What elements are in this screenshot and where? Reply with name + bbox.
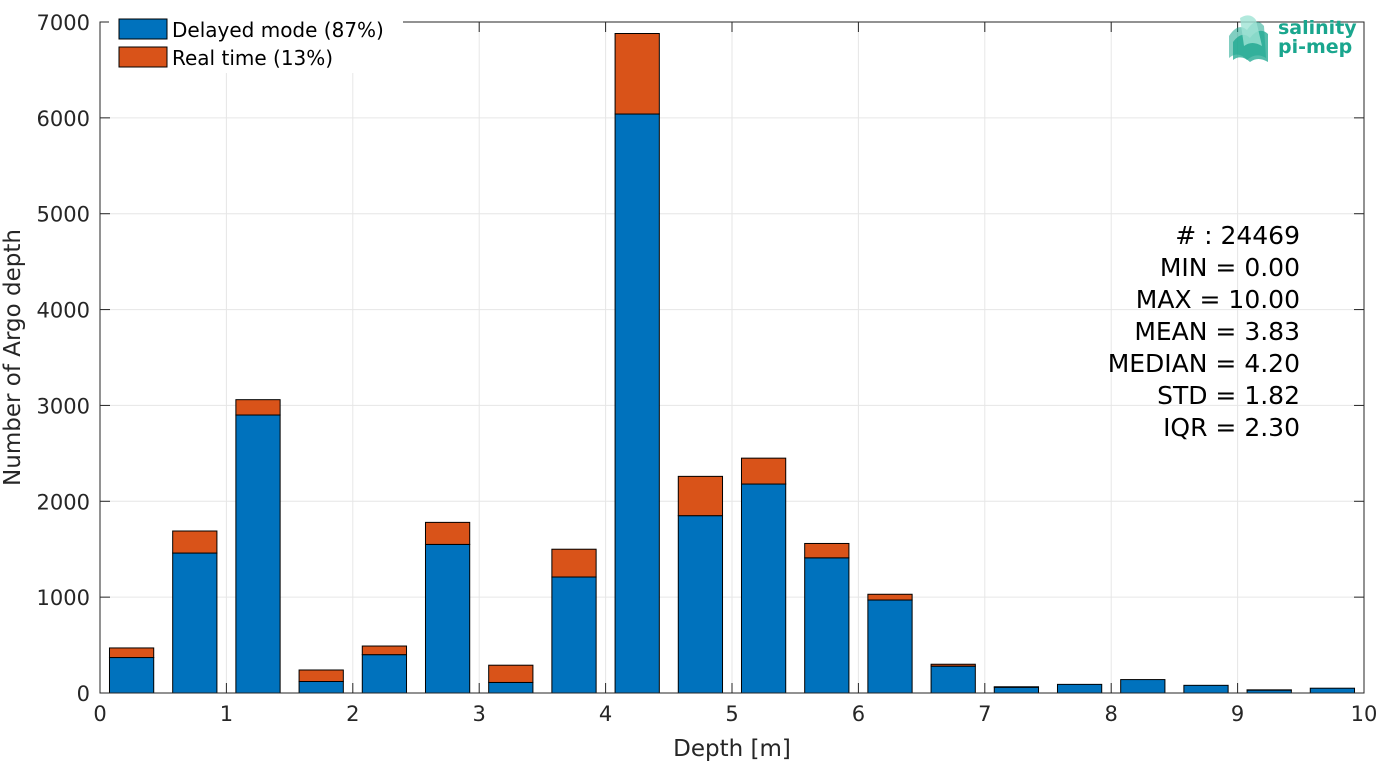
y-tick-label: 1000	[37, 586, 90, 610]
bar-delayed-mode	[993, 686, 1040, 694]
x-tick-label: 8	[1105, 702, 1118, 726]
stats-line: # : 24469	[1175, 221, 1300, 250]
bar-delayed-mode	[804, 557, 850, 694]
x-tick-label: 2	[346, 702, 359, 726]
bar-real-time	[172, 530, 218, 554]
bar-delayed-mode	[488, 681, 534, 694]
x-tick-label: 4	[599, 702, 612, 726]
bar-real-time	[108, 647, 155, 659]
bar-real-time	[614, 33, 660, 115]
bar-real-time	[867, 593, 913, 601]
x-tick-label: 1	[220, 702, 233, 726]
statistics-annotation: # : 24469 MIN = 0.00 MAX = 10.00 MEAN = 3.8…	[1108, 221, 1300, 442]
y-tick-label: 7000	[37, 11, 90, 35]
legend: Delayed mode (87%) Real time (13%)	[109, 13, 403, 73]
stats-line: MEDIAN = 4.20	[1108, 349, 1300, 378]
x-tick-label: 6	[852, 702, 865, 726]
bar-delayed-mode	[551, 576, 597, 694]
y-tick-label: 5000	[37, 203, 90, 227]
bar-delayed-mode	[1120, 679, 1166, 694]
bar-delayed-mode	[298, 680, 344, 694]
legend-label-delayed: Delayed mode (87%)	[172, 18, 384, 42]
bar-real-time	[424, 521, 471, 545]
axis-ticks: 0 1 2 3 4 5 6 7 8 9 10 0 1000 2000 3000 4000 5000 6000 700…	[37, 11, 1378, 726]
y-tick-label: 0	[77, 682, 90, 706]
bar-delayed-mode	[740, 483, 787, 694]
y-tick-label: 3000	[37, 394, 90, 418]
bar-real-time	[235, 399, 281, 416]
x-tick-label: 5	[725, 702, 738, 726]
bar-real-time	[930, 663, 976, 667]
bar-delayed-mode	[235, 414, 281, 694]
bars	[108, 33, 1356, 694]
bar-delayed-mode	[614, 113, 660, 694]
legend-swatch-delayed	[118, 18, 168, 40]
legend-label-realtime: Real time (13%)	[172, 46, 333, 70]
x-axis-label: Depth [m]	[673, 736, 791, 762]
bar-real-time	[677, 475, 724, 517]
bar-real-time	[551, 548, 597, 578]
bar-delayed-mode	[172, 552, 218, 694]
bar-real-time	[804, 542, 850, 559]
salinity-pi-mep-logo: salinity pi-mep	[1229, 15, 1357, 62]
logo-text-salinity: salinity	[1278, 17, 1357, 39]
bar-delayed-mode	[424, 543, 471, 694]
bar-delayed-mode	[361, 654, 408, 694]
x-tick-label: 0	[93, 702, 106, 726]
logo-waves-icon	[1229, 15, 1268, 62]
x-tick-label: 10	[1351, 702, 1378, 726]
y-tick-label: 4000	[37, 299, 90, 323]
bar-delayed-mode	[108, 657, 155, 694]
bar-real-time	[740, 457, 787, 485]
bar-delayed-mode	[1183, 684, 1229, 694]
bar-delayed-mode	[677, 515, 724, 694]
legend-swatch-realtime	[118, 46, 168, 68]
stats-line: MAX = 10.00	[1136, 285, 1300, 314]
stats-line: MIN = 0.00	[1160, 253, 1300, 282]
x-tick-label: 9	[1231, 702, 1244, 726]
bar-delayed-mode	[930, 665, 976, 694]
bar-real-time	[361, 645, 408, 656]
x-tick-label: 7	[978, 702, 991, 726]
bar-real-time	[488, 664, 534, 683]
x-tick-label: 3	[473, 702, 486, 726]
bar-delayed-mode	[1309, 687, 1356, 694]
stats-line: STD = 1.82	[1157, 381, 1300, 410]
bar-real-time	[298, 669, 344, 682]
y-tick-label: 2000	[37, 490, 90, 514]
y-axis-label: Number of Argo depth	[0, 229, 26, 486]
stats-line: IQR = 2.30	[1163, 413, 1300, 442]
bar-delayed-mode	[867, 599, 913, 694]
bar-delayed-mode	[1056, 683, 1103, 694]
stats-line: MEAN = 3.83	[1134, 317, 1300, 346]
y-tick-label: 6000	[37, 107, 90, 131]
logo-text-pimep: pi-mep	[1278, 36, 1352, 58]
